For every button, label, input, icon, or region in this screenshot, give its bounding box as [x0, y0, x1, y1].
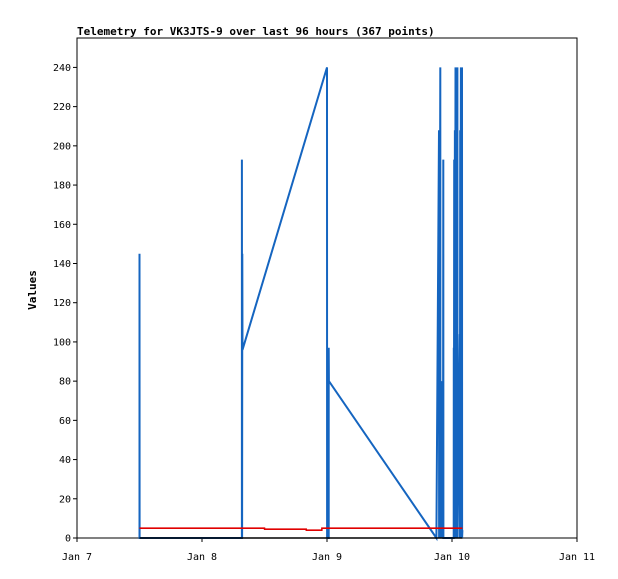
y-tick-label: 20	[59, 494, 71, 505]
y-axis-label: Values	[26, 270, 39, 310]
y-tick-label: 80	[59, 377, 71, 388]
x-tick-label: Jan 7	[62, 552, 92, 563]
y-tick-label: 100	[53, 337, 71, 348]
y-tick-label: 60	[59, 416, 71, 427]
series-layer	[138, 67, 464, 542]
y-tick-label: 120	[53, 298, 71, 309]
chart-title: Telemetry for VK3JTS-9 over last 96 hour…	[77, 25, 435, 38]
x-axis: Jan 7 Jan 8 Jan 9 Jan 10 Jan 11	[62, 538, 595, 563]
y-tick-label: 140	[53, 259, 71, 270]
y-tick-label: 240	[53, 63, 71, 74]
y-axis: 0 20 40 60 80 100 120 140 160 180 200 220 240	[53, 63, 77, 545]
x-tick-label: Jan 10	[434, 552, 470, 563]
y-tick-label: 220	[53, 102, 71, 113]
y-tick-label: 180	[53, 181, 71, 192]
y-tick-label: 40	[59, 455, 71, 466]
y-tick-label: 200	[53, 141, 71, 152]
y-tick-label: 160	[53, 220, 71, 231]
x-tick-label: Jan 9	[312, 552, 342, 563]
y-tick-label: 0	[65, 534, 71, 545]
x-tick-label: Jan 11	[559, 552, 595, 563]
x-tick-label: Jan 8	[187, 552, 217, 563]
series-line-2	[139, 527, 463, 531]
